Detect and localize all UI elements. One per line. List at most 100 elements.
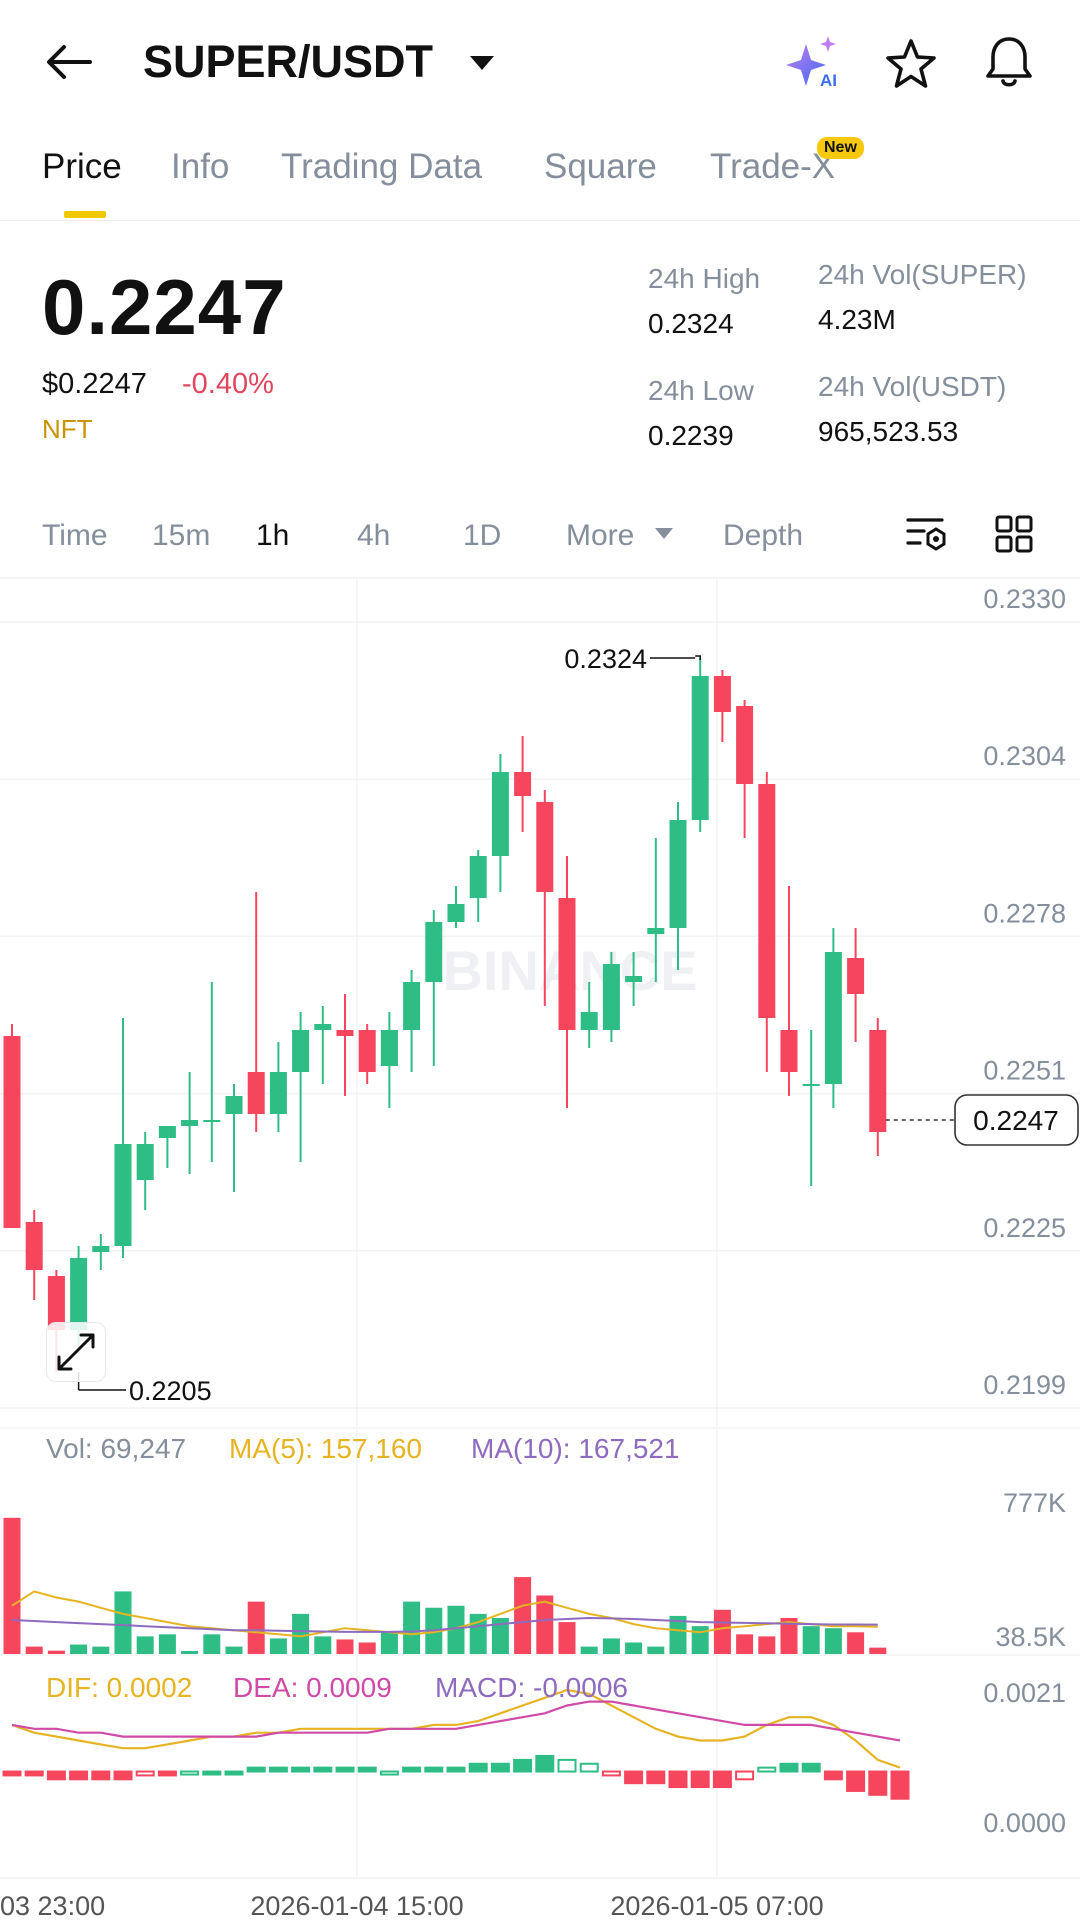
volume-bar — [269, 1638, 287, 1654]
price-alert-bell-icon[interactable] — [982, 34, 1036, 90]
volume-bar — [514, 1577, 532, 1654]
volume-bar — [225, 1646, 243, 1654]
candle-body — [247, 1072, 265, 1114]
pair-title[interactable]: SUPER/USDT — [143, 36, 434, 87]
volume-bar — [736, 1634, 754, 1654]
candle-body — [802, 1084, 820, 1086]
price-axis-tick: 0.2199 — [983, 1370, 1066, 1400]
candle-body — [380, 1030, 398, 1066]
volume-bar — [780, 1617, 798, 1654]
timeframe-more[interactable]: More — [566, 519, 635, 552]
volume-bar — [114, 1591, 132, 1654]
macd-histogram-bar — [157, 1770, 177, 1777]
macd-histogram-bar — [668, 1770, 688, 1789]
ai-label: AI — [820, 71, 837, 90]
volume-bar — [758, 1636, 776, 1654]
volume-ma5-line — [11, 1590, 878, 1638]
macd-histogram-bar — [757, 1766, 777, 1773]
indicator-settings-icon[interactable] — [906, 515, 950, 555]
candle-body — [158, 1126, 176, 1138]
candle-body — [403, 982, 421, 1030]
candle-body — [780, 1030, 798, 1072]
timeframe-bar: Time 15m 1h 4h 1D More Depth — [0, 503, 1080, 565]
macd-legend-macd: MACD: -0.0006 — [435, 1672, 628, 1703]
volume-bar — [3, 1517, 21, 1654]
macd-histogram-bar — [202, 1770, 222, 1776]
macd-histogram-bar — [779, 1762, 799, 1773]
tab-trade-x[interactable]: Trade-X — [710, 147, 836, 186]
fullscreen-button[interactable] — [46, 1322, 106, 1382]
macd-histogram-bar — [91, 1770, 111, 1781]
price-change-percent: -0.40% — [182, 368, 274, 400]
macd-histogram-bar — [180, 1770, 200, 1776]
layout-grid-icon[interactable] — [995, 515, 1035, 555]
candle-body — [292, 1030, 310, 1072]
volume-bar — [47, 1650, 65, 1654]
volume-bar — [447, 1605, 465, 1654]
candle-body — [425, 922, 443, 982]
volume-bar — [158, 1634, 176, 1654]
volume-bar — [824, 1628, 842, 1654]
tab-info[interactable]: Info — [171, 147, 230, 186]
tab-square[interactable]: Square — [544, 147, 657, 186]
vol-quote-label: 24h Vol(USDT) — [818, 371, 1007, 402]
macd-histogram-bar — [823, 1770, 843, 1781]
back-arrow-icon[interactable] — [44, 42, 94, 82]
candle-body — [114, 1144, 132, 1246]
timeframe-depth[interactable]: Depth — [723, 519, 804, 552]
candle-body — [602, 964, 620, 1030]
macd-histogram-bar — [890, 1770, 910, 1800]
timeframe-1h[interactable]: 1h — [256, 519, 290, 552]
macd-histogram-bar — [46, 1770, 66, 1781]
volume-bar — [336, 1639, 354, 1654]
candle-body — [625, 976, 643, 982]
candle-body — [181, 1120, 199, 1126]
volume-bar — [314, 1636, 332, 1654]
timeframe-time[interactable]: Time — [42, 519, 108, 552]
timeframe-15m[interactable]: 15m — [152, 519, 211, 552]
candle-body — [647, 928, 665, 934]
macd-histogram-bar — [490, 1762, 510, 1773]
volume-bar — [647, 1646, 665, 1654]
candle-body — [536, 802, 554, 892]
volume-bar — [403, 1601, 421, 1654]
volume-bar — [247, 1601, 265, 1654]
macd-histogram-bar — [735, 1770, 755, 1781]
pair-dropdown-caret-icon[interactable] — [468, 54, 496, 72]
candle-body — [580, 1012, 598, 1030]
low-24h-label: 24h Low — [648, 375, 754, 406]
volume-bar — [25, 1646, 43, 1654]
timeframe-4h[interactable]: 4h — [357, 519, 391, 552]
volume-bar — [380, 1632, 398, 1654]
volume-bar — [136, 1636, 154, 1654]
candle-body — [847, 958, 865, 994]
macd-histogram-bar — [246, 1766, 266, 1773]
current-price-label: 0.2247 — [973, 1105, 1059, 1136]
macd-histogram-bar — [690, 1770, 710, 1789]
timeframe-1d[interactable]: 1D — [463, 519, 502, 552]
volume-bar — [625, 1642, 643, 1654]
tab-price[interactable]: Price — [42, 147, 122, 186]
volume-bar — [536, 1595, 554, 1654]
volume-axis-tick: 38.5K — [995, 1622, 1066, 1652]
macd-histogram-bar — [135, 1770, 155, 1777]
macd-legend-dif: DIF: 0.0002 — [46, 1672, 193, 1703]
favorite-star-icon[interactable] — [884, 38, 938, 90]
macd-histogram-bar — [268, 1766, 288, 1773]
price-axis-tick: 0.2251 — [983, 1056, 1066, 1086]
time-axis-label: 2026-01-04 15:00 — [250, 1891, 463, 1921]
more-dropdown-caret-icon[interactable] — [654, 527, 674, 541]
tab-trading-data[interactable]: Trading Data — [281, 147, 483, 186]
volume-bar — [70, 1644, 88, 1654]
current-price-label-box — [954, 1094, 1079, 1146]
candle-body — [824, 952, 842, 1084]
category-tag[interactable]: NFT — [42, 414, 93, 444]
macd-dea-line — [11, 1700, 901, 1742]
low-24h-value: 0.2239 — [648, 420, 734, 451]
volume-bar — [358, 1642, 376, 1654]
macd-histogram-bar — [291, 1766, 311, 1773]
price-axis-tick: 0.2304 — [983, 741, 1066, 771]
vol-legend-value: Vol: 69,247 — [46, 1433, 187, 1464]
ai-sparkle-icon[interactable]: AI — [784, 34, 844, 90]
